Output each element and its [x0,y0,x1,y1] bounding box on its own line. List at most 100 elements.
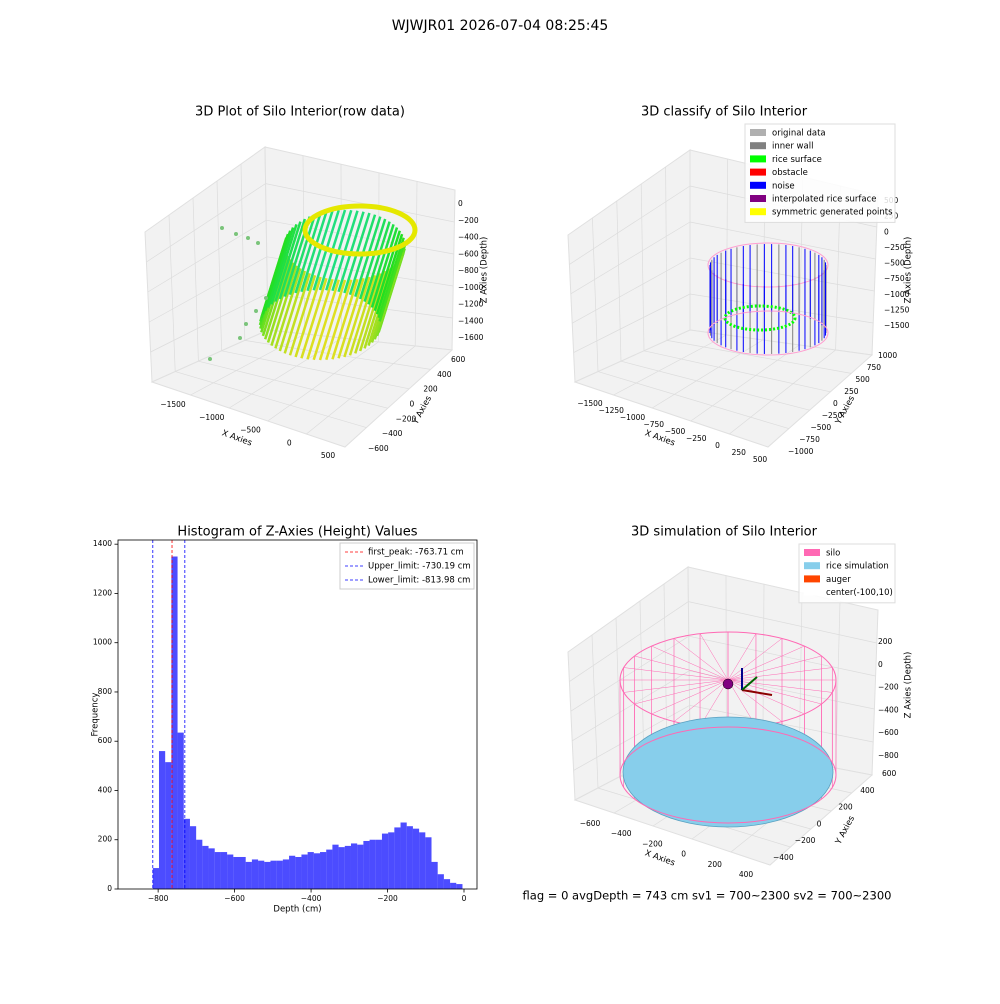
z-tick-label: −1600 [458,333,484,342]
y-tick-label: 0 [817,819,822,828]
bar [444,879,450,889]
bar [345,846,351,889]
legend-label: original data [772,129,826,139]
bar [165,762,171,889]
y-tick-label: −500 [811,423,832,432]
y-tick-label: 0 [107,884,112,893]
y-tick-label: −200 [795,836,816,845]
legend-swatch [750,169,766,176]
legend-label: obstacle [772,168,808,178]
cloud-dot [220,226,224,230]
legend-swatch [750,142,766,149]
x-tick-label: 0 [681,850,686,859]
y-tick-label: 0 [410,400,415,409]
y-tick-label: −600 [368,444,389,453]
bar [233,857,239,889]
bar [289,856,295,889]
y-tick-label: 1200 [93,588,112,597]
legend-swatch [804,575,820,582]
y-tick-label: 0 [833,399,838,408]
bar [215,852,221,889]
bar [419,832,425,889]
z-tick-label: −250 [884,243,905,252]
bar [320,852,326,889]
y-tick-label: 1000 [878,351,897,360]
y-tick-label: −750 [799,435,820,444]
bar [277,861,283,889]
x-tick-label: 0 [715,441,720,450]
legend-label: noise [772,181,795,191]
y-tick-label: 400 [437,370,452,379]
y-tick-label: −400 [773,853,794,862]
bar [308,852,314,889]
z-tick-label: −1250 [884,305,910,314]
bar [394,827,400,889]
bar [413,829,419,889]
cloud-dot [244,322,248,326]
y-tick-label: 1000 [93,638,112,647]
x-tick-label: 200 [708,860,723,869]
x-tick-label: −250 [686,434,707,443]
z-tick-label: −1400 [458,316,484,325]
y-axis-label: Frequency [91,693,101,737]
x-tick-label: −1000 [620,413,646,422]
x-tick-label: −800 [148,894,169,903]
y-tick-label: −400 [382,429,403,438]
z-tick-label: −500 [884,259,905,268]
bar [159,751,165,889]
y-tick-label: 600 [451,355,466,364]
z-tick-label: −200 [458,216,479,225]
zlabel: Z Axies (Depth) [480,237,490,304]
bar [339,847,345,889]
cloud-dot [238,336,242,340]
legend-swatch [750,129,766,136]
chart-title: Histogram of Z-Axies (Height) Values [177,525,417,540]
bar [407,826,413,889]
z-tick-label: −750 [884,274,905,283]
x-tick-label: −400 [301,894,322,903]
legend-label: silo [826,549,840,559]
z-tick-label: 200 [878,637,893,646]
bar [202,846,208,889]
bar [326,850,332,889]
x-axis-label: Depth (cm) [273,905,321,915]
z-tick-label: −1500 [884,321,910,330]
x-tick-label: 500 [753,455,768,464]
suptitle: WJWJR01 2026-07-04 08:25:45 [392,18,609,34]
y-tick-label: 400 [98,785,113,794]
bar [295,857,301,889]
cloud-dot [256,241,260,245]
cloud-dot [254,309,258,313]
bar [351,843,357,889]
x-tick-label: −600 [580,819,601,828]
zlabel: Z Axies (Depth) [904,237,914,304]
z-tick-label: 0 [878,660,883,669]
chart-title: 3D Plot of Silo Interior(row data) [195,105,405,120]
cloud-dot [246,236,250,240]
x-tick-label: −1500 [160,400,186,409]
x-tick-label: 500 [321,451,336,460]
cloud-dot [234,232,238,236]
legend-swatch [750,155,766,162]
y-tick-label: 500 [856,375,871,384]
auger [723,679,733,689]
x-tick-label: −500 [240,426,261,435]
z-tick-label: −600 [458,249,479,258]
z-tick-label: −400 [458,233,479,242]
z-tick-label: 0 [884,227,889,236]
bar [363,841,369,889]
bar [332,845,338,889]
z-tick-label: 0 [458,199,463,208]
bar [314,853,320,889]
legend-swatch [750,195,766,202]
chart-title: 3D simulation of Silo Interior [631,525,818,540]
legend-swatch [750,208,766,215]
z-tick-label: −800 [458,266,479,275]
chart-title: 3D classify of Silo Interior [641,105,808,120]
y-tick-label: 750 [867,363,882,372]
bar [432,862,438,889]
z-tick-label: −800 [878,751,899,760]
y-tick-label: 400 [860,786,875,795]
y-tick-label: 1400 [93,539,112,548]
bar [252,859,258,889]
